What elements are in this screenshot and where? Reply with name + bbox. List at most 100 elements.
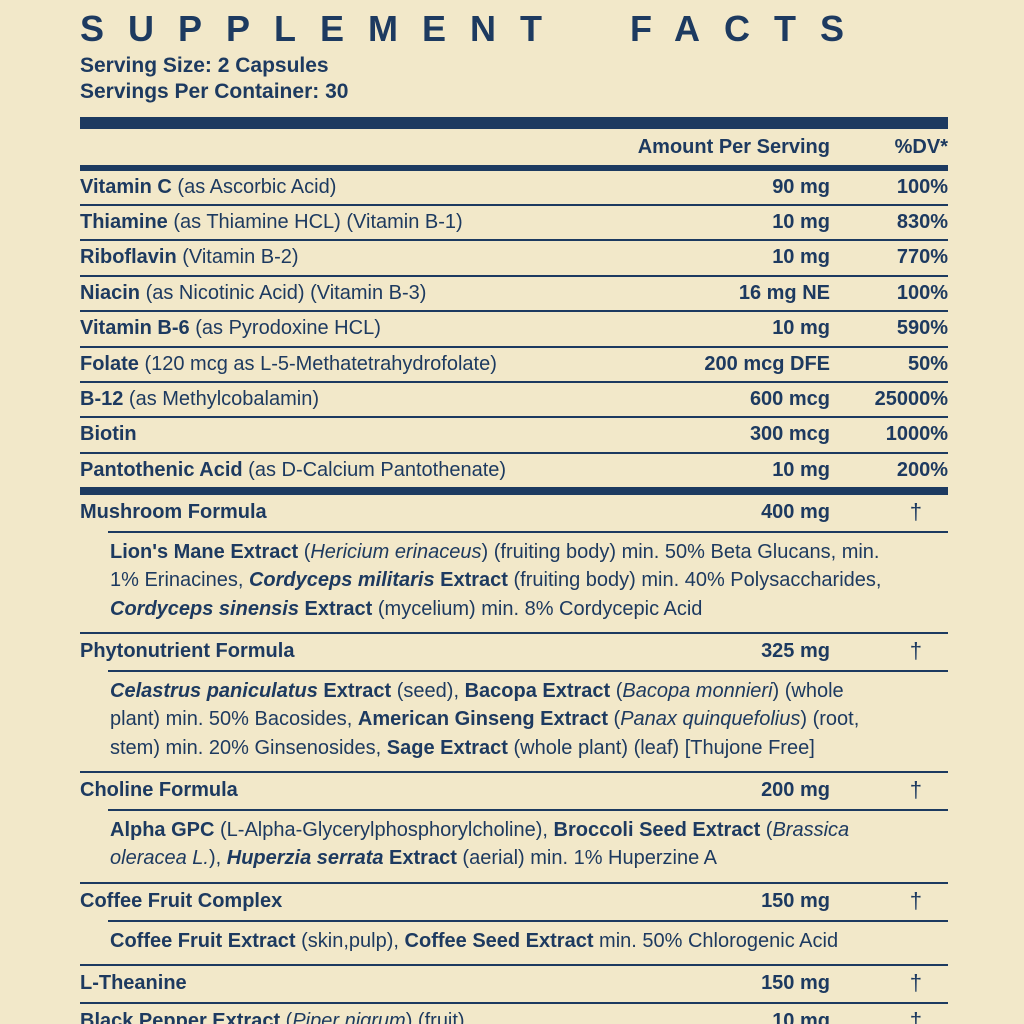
row-main: Vitamin C (as Ascorbic Acid) 90 mg 100% (80, 171, 948, 204)
amount-value: 300 mcg (749, 423, 830, 446)
table-row: Vitamin C (as Ascorbic Acid) 90 mg 100% (80, 171, 948, 204)
row-main: Black Pepper Extract (Piper nigrum) (fru… (80, 1004, 948, 1024)
text-segment: ) (fruiting body) min. 50% Beta Glucans,… (110, 540, 880, 592)
table-row: Black Pepper Extract (Piper nigrum) (fru… (80, 1001, 948, 1024)
amount-value: 200 mg (761, 779, 830, 802)
text-segment: (as Nicotinic Acid) (Vitamin B-3) (140, 281, 427, 304)
row-main: B-12 (as Methylcobalamin) 600 mcg 25000% (80, 383, 948, 416)
ingredient-name: Pantothenic Acid (as D-Calcium Pantothen… (80, 458, 772, 482)
text-segment: ) (whole plant) min. 50% Bacosides, (110, 679, 844, 731)
row-main: Phytonutrient Formula 325 mg † (80, 634, 948, 670)
dv-value: 100% (896, 281, 948, 304)
text-segment: Extract (434, 569, 508, 592)
text-segment: ( (610, 679, 623, 702)
dv-value: † (909, 1007, 922, 1024)
ingredient-name: Folate (120 mcg as L-5-Methatetrahydrofo… (80, 352, 704, 376)
dv-value: † (909, 777, 922, 803)
ingredient-name: Riboflavin (Vitamin B-2) (80, 245, 772, 269)
text-segment: Vitamin B-6 (80, 317, 190, 340)
divider-thick-top (80, 116, 948, 129)
table-row: Vitamin B-6 (as Pyrodoxine HCL) 10 mg 590% (80, 310, 948, 345)
amount-value: 90 mg (772, 175, 830, 198)
text-segment: ( (608, 708, 621, 731)
dv-value: † (909, 969, 922, 995)
text-segment: Mushroom Formula (80, 501, 267, 524)
text-segment: (as Thiamine HCL) (Vitamin B-1) (167, 211, 463, 233)
ingredient-name: Thiamine (as Thiamine HCL) (Vitamin B-1) (80, 210, 772, 234)
sub-ingredients: Lion's Mane Extract (Hericium erinaceus)… (108, 530, 948, 632)
text-segment: (skin,pulp), (295, 929, 405, 952)
text-segment: Panax quinquefolius (620, 708, 801, 731)
vitamins-group: Vitamin C (as Ascorbic Acid) 90 mg 100% Thi… (80, 171, 948, 488)
row-main: Coffee Fruit Complex 150 mg † (80, 884, 948, 920)
table-row: Biotin 300 mcg 1000% (80, 416, 948, 451)
row-main: Folate (120 mcg as L-5-Methatetrahydrofo… (80, 348, 948, 381)
ingredient-name: Niacin (as Nicotinic Acid) (Vitamin B-3) (80, 281, 739, 305)
text-segment: (as Pyrodoxine HCL) (189, 317, 381, 340)
text-segment: Hericium erinaceus (310, 540, 482, 563)
amount-value: 600 mcg (749, 387, 830, 410)
text-segment: Riboflavin (80, 246, 177, 269)
row-main: Biotin 300 mcg 1000% (80, 418, 948, 451)
label-title: SUPPLEMENT FACTS (80, 8, 869, 49)
text-segment: Bacopa Extract (464, 679, 611, 702)
text-segment: Celastrus paniculatus (110, 679, 318, 702)
divider-thick-middle (80, 487, 948, 496)
column-header-amount: Amount Per Serving (637, 135, 830, 158)
ingredient-name: Black Pepper Extract (Piper nigrum) (fru… (80, 1009, 772, 1024)
amount-value: 10 mg (772, 317, 830, 340)
dv-value: † (909, 638, 922, 664)
ingredient-name: Vitamin B-6 (as Pyrodoxine HCL) (80, 316, 772, 340)
sub-ingredients: Alpha GPC (L-Alpha-Glycerylphosphorylcho… (108, 808, 948, 882)
blends-group: Mushroom Formula 400 mg † Lion's Mane Extra… (80, 495, 948, 1024)
text-segment: L-Theanine (80, 972, 187, 995)
text-segment: Niacin (80, 281, 141, 304)
dv-value: 1000% (885, 423, 948, 446)
row-main: L-Theanine 150 mg † (80, 966, 948, 1002)
text-segment: ) (root, stem) min. 20% Ginsenosides, (110, 708, 860, 759)
text-segment: Extract (317, 679, 392, 702)
text-segment: Sage Extract (386, 736, 508, 759)
text-segment: Lion's Mane Extract (110, 540, 299, 563)
amount-value: 150 mg (761, 972, 830, 995)
table-row: Choline Formula 200 mg † Alpha GPC (L-Alpha… (80, 771, 948, 882)
servings-per-container: Servings Per Container: 30 (80, 80, 349, 103)
text-segment: (as Methylcobalamin) (123, 387, 319, 410)
table-row: B-12 (as Methylcobalamin) 600 mcg 25000% (80, 380, 948, 416)
text-segment: ( (298, 540, 311, 563)
ingredient-name: Mushroom Formula (80, 500, 761, 524)
text-segment: B-12 (80, 387, 124, 410)
text-segment: Brassica oleracea L. (110, 818, 850, 870)
text-segment: Pantothenic Acid (80, 458, 243, 481)
dv-value: † (909, 887, 922, 913)
text-segment: Alpha GPC (110, 818, 215, 841)
text-segment: (120 mcg as L-5-Methatetrahydrofolate) (138, 352, 497, 375)
text-segment: Cordyceps militaris (248, 569, 435, 592)
ingredient-name: Biotin (80, 422, 750, 446)
text-segment: Thiamine (80, 211, 168, 233)
text-segment: (fruiting body) min. 40% Polysaccharides… (507, 569, 882, 592)
text-segment: (whole plant) (leaf) [Thujone Free] (507, 736, 815, 759)
row-main: Thiamine (as Thiamine HCL) (Vitamin B-1)… (80, 206, 948, 239)
ingredient-name: Vitamin C (as Ascorbic Acid) (80, 175, 772, 199)
dv-value: 100% (896, 175, 948, 198)
text-segment: ( (280, 1010, 293, 1024)
text-segment: Extract (298, 597, 373, 620)
text-segment: (aerial) min. 1% Huperzine A (456, 847, 717, 870)
row-main: Pantothenic Acid (as D-Calcium Pantothen… (80, 454, 948, 487)
text-segment: Coffee Seed Extract (404, 929, 594, 952)
ingredient-name: Coffee Fruit Complex (80, 889, 761, 913)
text-segment: Biotin (80, 423, 137, 446)
ingredient-name: B-12 (as Methylcobalamin) (80, 387, 750, 411)
ingredient-name: Phytonutrient Formula (80, 639, 761, 663)
text-segment: Coffee Fruit Extract (110, 929, 296, 952)
table-row: Coffee Fruit Complex 150 mg † Coffee Fruit … (80, 881, 948, 964)
sub-ingredients: Coffee Fruit Extract (skin,pulp), Coffee… (108, 919, 948, 964)
dv-value: 830% (896, 211, 948, 233)
text-segment: Extract (383, 847, 457, 870)
row-main: Mushroom Formula 400 mg † (80, 495, 948, 531)
amount-value: 150 mg (761, 889, 830, 912)
serving-info: Serving Size: 2 Capsules Servings Per Co… (80, 53, 948, 104)
row-main: Choline Formula 200 mg † (80, 773, 948, 809)
